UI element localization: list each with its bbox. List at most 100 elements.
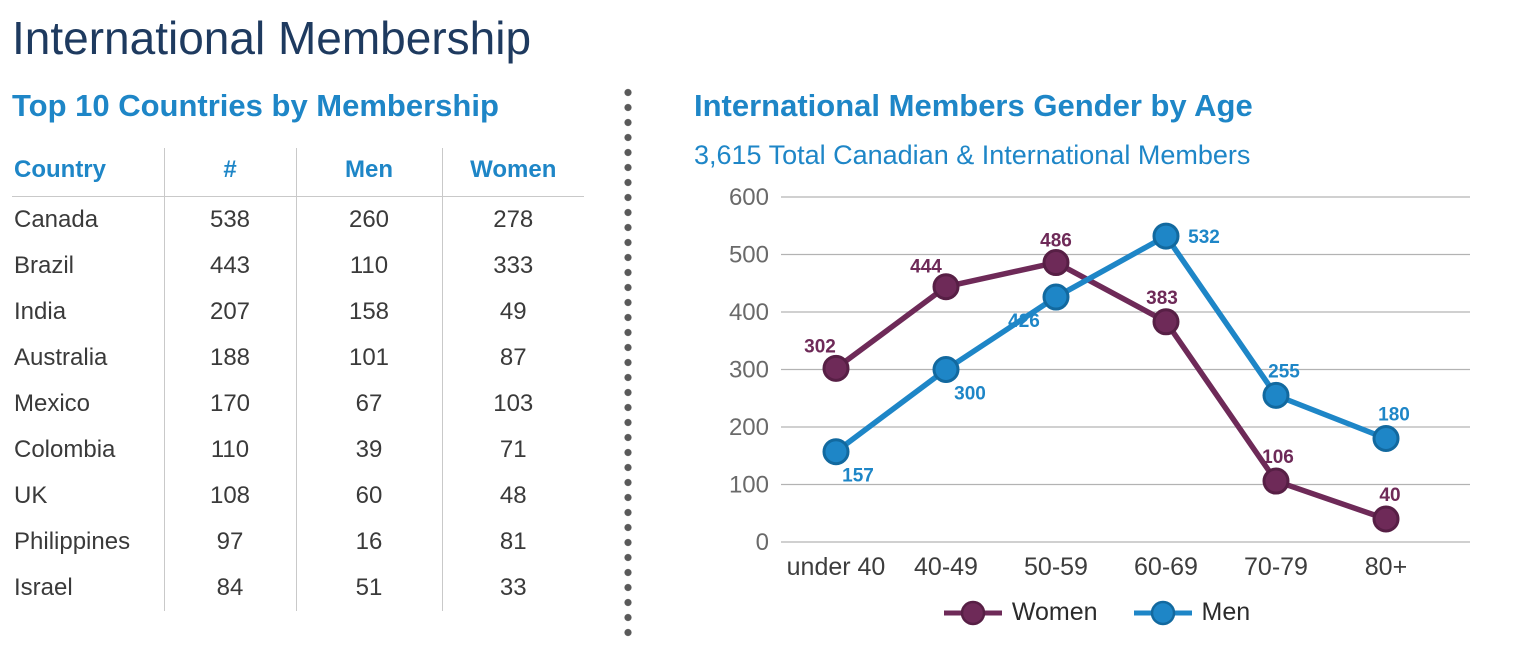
men-data-point (1372, 425, 1400, 453)
count-cell: 207 (163, 289, 296, 336)
men-cell: 60 (295, 473, 442, 520)
table-row: Brazil 443 110 333 (12, 243, 584, 290)
women-data-point (822, 354, 850, 382)
women-cell: 103 (441, 381, 584, 428)
women-data-label: 444 (910, 257, 942, 278)
legend-item-women: Women (942, 598, 1098, 627)
y-tick-label: 200 (729, 414, 769, 441)
men-data-point (1042, 283, 1070, 311)
women-data-point (1152, 308, 1180, 336)
gender-by-age-line-chart: 0 100 200 300 400 500 600 under 40 40-49 50-59 60-… (729, 184, 1470, 581)
x-tick-label: under 40 (787, 553, 886, 581)
count-cell: 97 (163, 519, 296, 566)
table-row: Israel 84 51 33 (12, 565, 584, 612)
count-cell: 84 (163, 565, 296, 612)
count-cell: 538 (163, 196, 296, 244)
men-data-point (822, 438, 850, 466)
women-data-point (932, 273, 960, 301)
women-cell: 87 (441, 335, 584, 382)
x-tick-label: 70-79 (1244, 553, 1308, 581)
women-cell: 49 (441, 289, 584, 336)
men-cell: 110 (295, 243, 442, 290)
women-cell: 278 (441, 196, 584, 244)
women-data-label: 486 (1040, 231, 1072, 252)
men-data-point (1262, 381, 1290, 409)
column-header-count: # (163, 148, 296, 198)
country-cell: Colombia (14, 436, 116, 464)
x-tick-label: 50-59 (1024, 553, 1088, 581)
table-row: Colombia 110 39 71 (12, 427, 584, 474)
y-tick-label: 400 (729, 299, 769, 326)
x-tick-label: 60-69 (1134, 553, 1198, 581)
men-data-point (1152, 222, 1180, 250)
dotted-divider (624, 84, 632, 641)
men-cell: 51 (295, 565, 442, 612)
membership-table: Country # Men Women Canada 538 260 278 Brazil 44… (12, 148, 584, 612)
women-cell: 81 (441, 519, 584, 566)
page-title: International Membership (12, 12, 532, 64)
table-header-row: Country # Men Women (12, 148, 584, 198)
table-row: UK 108 60 48 (12, 473, 584, 520)
country-cell: Philippines (14, 528, 131, 556)
men-legend-marker-icon (1133, 600, 1192, 625)
chart-section-title: International Members Gender by Age (694, 87, 1253, 123)
y-tick-label: 300 (729, 357, 769, 384)
chart-legend: Women Men (716, 598, 1476, 627)
women-legend-label: Women (1011, 598, 1098, 627)
table-row: Canada 538 260 278 (12, 196, 584, 244)
table-row: Philippines 97 16 81 (12, 519, 584, 566)
count-cell: 110 (163, 427, 296, 474)
men-data-label: 426 (1008, 311, 1040, 332)
count-cell: 188 (163, 335, 296, 382)
women-data-label: 40 (1379, 485, 1400, 506)
men-cell: 158 (295, 289, 442, 336)
men-cell: 101 (295, 335, 442, 382)
women-data-label: 106 (1262, 447, 1294, 468)
country-cell: UK (14, 482, 48, 510)
men-data-label: 532 (1188, 227, 1220, 248)
table-row: India 207 158 49 (12, 289, 584, 336)
chart-section: International Members Gender by Age 3,61… (652, 79, 1512, 641)
y-tick-label: 100 (729, 472, 769, 499)
men-data-label: 180 (1378, 405, 1410, 426)
men-cell: 39 (295, 427, 442, 474)
men-cell: 260 (295, 196, 442, 244)
table-row: Mexico 170 67 103 (12, 381, 584, 428)
women-cell: 48 (441, 473, 584, 520)
men-data-label: 255 (1268, 361, 1300, 382)
men-cell: 16 (295, 519, 442, 566)
column-header-country: Country (12, 148, 164, 198)
women-cell: 71 (441, 427, 584, 474)
women-data-label: 383 (1146, 288, 1178, 309)
country-cell: Canada (14, 206, 99, 234)
women-cell: 33 (441, 565, 584, 612)
women-cell: 333 (441, 243, 584, 290)
women-data-point (1262, 467, 1290, 495)
men-data-point (932, 356, 960, 384)
women-data-label: 302 (804, 336, 836, 357)
x-tick-label: 40-49 (914, 553, 978, 581)
country-cell: India (14, 298, 67, 326)
table-body: Canada 538 260 278 Brazil 443 110 333 India 207 15… (12, 196, 584, 612)
count-cell: 108 (163, 473, 296, 520)
country-cell: Israel (14, 574, 73, 602)
women-data-point (1372, 505, 1400, 533)
content: Top 10 Countries by Membership Country # M… (12, 79, 1512, 641)
men-line (833, 233, 1389, 455)
column-header-women: Women (441, 148, 584, 198)
country-cell: Australia (14, 344, 108, 372)
men-legend-label: Men (1201, 598, 1251, 627)
women-legend-marker-icon (943, 600, 1002, 625)
y-tick-label: 500 (729, 242, 769, 269)
table-header: Country # Men Women (12, 148, 584, 198)
men-cell: 67 (295, 381, 442, 428)
y-tick-label: 600 (729, 184, 769, 211)
men-data-label: 157 (842, 466, 874, 487)
table-row: Australia 188 101 87 (12, 335, 584, 382)
count-cell: 170 (163, 381, 296, 428)
x-tick-label: 80+ (1365, 553, 1407, 581)
count-cell: 443 (163, 243, 296, 290)
women-line (833, 259, 1389, 522)
country-cell: Brazil (14, 252, 75, 280)
